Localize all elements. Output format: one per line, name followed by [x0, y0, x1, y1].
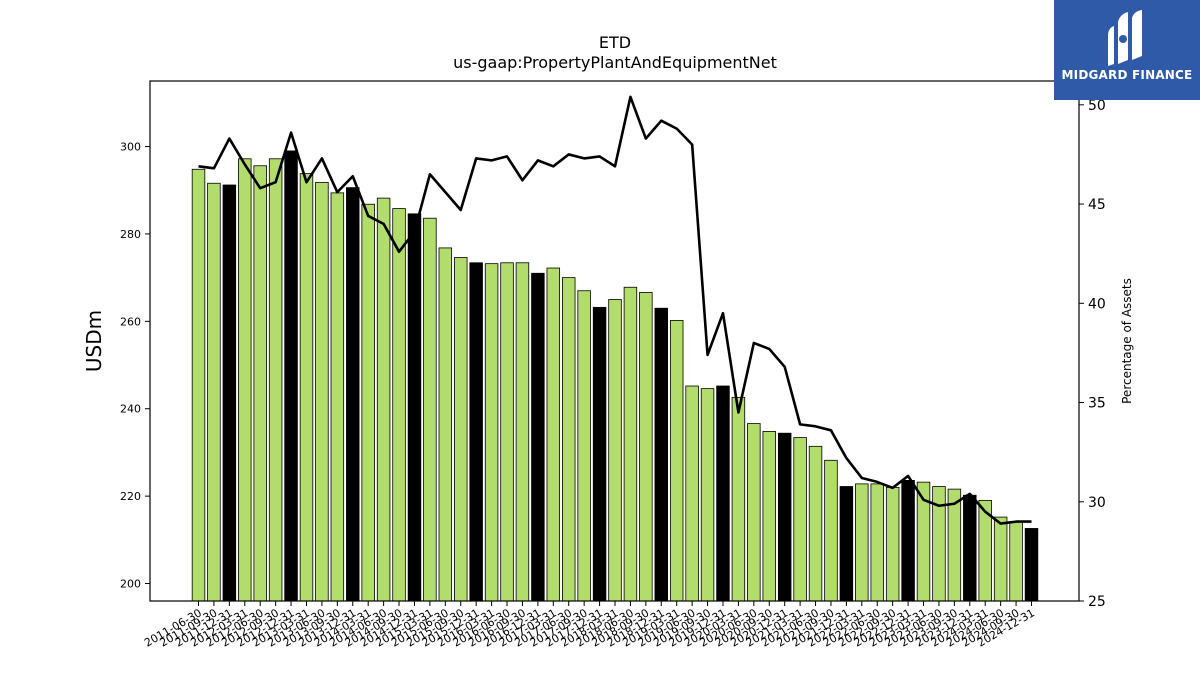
bar-2024-12-31: [1024, 528, 1039, 602]
bar-2018-06-30: [623, 286, 638, 602]
bar-2017-09-30: [577, 290, 591, 602]
bar-2012-03-31: [238, 158, 252, 602]
bar-2014-12-31: [407, 213, 422, 602]
bar-2017-06-30: [562, 277, 576, 602]
bar-2011-12-31: [222, 184, 237, 602]
y-tick-label: 260: [120, 315, 141, 328]
bar-2014-09-30: [392, 208, 406, 602]
y2-tick-label: 35: [1088, 396, 1106, 412]
y-tick-label: 220: [120, 490, 141, 503]
bar-2021-09-30: [824, 459, 838, 602]
bar-2015-12-31: [469, 262, 483, 602]
bar-2013-06-30: [315, 181, 329, 602]
bar-2020-03-31: [731, 396, 746, 602]
bar-2020-09-30: [762, 431, 776, 602]
midgard-finance-logo: MIDGARD FINANCE: [1054, 0, 1200, 100]
bar-2020-06-30: [747, 423, 761, 602]
bar-2011-09-30: [207, 182, 221, 602]
bar-2014-03-31: [361, 203, 375, 602]
bar-2013-12-31: [346, 187, 360, 602]
chart-subtitle: us-gaap:PropertyPlantAndEquipmentNet: [453, 53, 777, 72]
bar-2020-12-31: [777, 432, 792, 602]
bar-2016-03-31: [484, 263, 499, 602]
bar-2012-09-30: [268, 158, 283, 602]
y-axis-label: USDm: [82, 310, 106, 372]
bar-2016-12-31: [531, 272, 545, 602]
y2-tick-label: 50: [1088, 98, 1106, 114]
bar-2019-03-31: [669, 320, 684, 602]
logo-text: MIDGARD FINANCE: [1061, 68, 1193, 82]
y2-tick-label: 25: [1088, 594, 1106, 610]
bar-2021-06-30: [808, 445, 823, 602]
chart-title: ETD: [599, 33, 631, 52]
bar-2019-06-30: [685, 385, 699, 602]
bar-2016-09-30: [515, 262, 530, 602]
bar-2022-06-30: [870, 483, 884, 602]
bar-2013-03-31: [299, 173, 314, 602]
bar-2022-09-30: [885, 486, 900, 602]
y-tick-label: 240: [120, 403, 141, 416]
bar-2014-06-30: [376, 197, 391, 602]
bar-2018-09-30: [639, 292, 653, 602]
bar-2011-06-30: [191, 168, 206, 602]
y-tick-label: 280: [120, 228, 141, 241]
bar-2023-12-31: [963, 494, 977, 602]
y-tick-label: 300: [120, 141, 141, 154]
bar-2015-09-30: [454, 257, 468, 602]
bar-2015-06-30: [438, 247, 453, 602]
bar-2024-09-30: [1009, 521, 1023, 602]
y2-tick-label: 45: [1088, 197, 1106, 213]
bar-2018-12-31: [654, 307, 669, 602]
midgard-logo-icon: [1108, 10, 1142, 66]
y2-tick-label: 30: [1088, 495, 1106, 511]
bar-2015-03-31: [423, 217, 437, 602]
bar-group: [191, 150, 1039, 602]
bar-2012-12-31: [284, 150, 298, 602]
bar-2017-12-31: [592, 306, 607, 602]
series-line-percentage-of-assets: [198, 95, 1032, 525]
bar-2022-12-31: [901, 479, 915, 602]
bar-2023-09-30: [947, 488, 962, 602]
bar-2016-06-30: [500, 262, 514, 602]
line-layer: [198, 95, 1032, 525]
bar-2017-03-31: [546, 267, 561, 602]
y-tick-label: 200: [120, 578, 141, 591]
bar-2019-09-30: [700, 388, 715, 602]
bar-2018-03-31: [608, 299, 622, 602]
bar-2019-12-31: [716, 385, 730, 602]
bar-2012-06-30: [253, 165, 267, 602]
axes: 2002202402602803002530354045502011-06-30…: [120, 80, 1106, 650]
y2-tick-label: 40: [1088, 296, 1106, 312]
bar-2013-09-30: [330, 192, 345, 602]
bar-2021-03-31: [793, 437, 807, 602]
bar-2022-03-31: [855, 483, 869, 602]
bar-2021-12-31: [839, 486, 854, 602]
y2-axis-label: Percentage of Assets: [1120, 278, 1134, 404]
bar-2024-06-30: [993, 516, 1008, 602]
